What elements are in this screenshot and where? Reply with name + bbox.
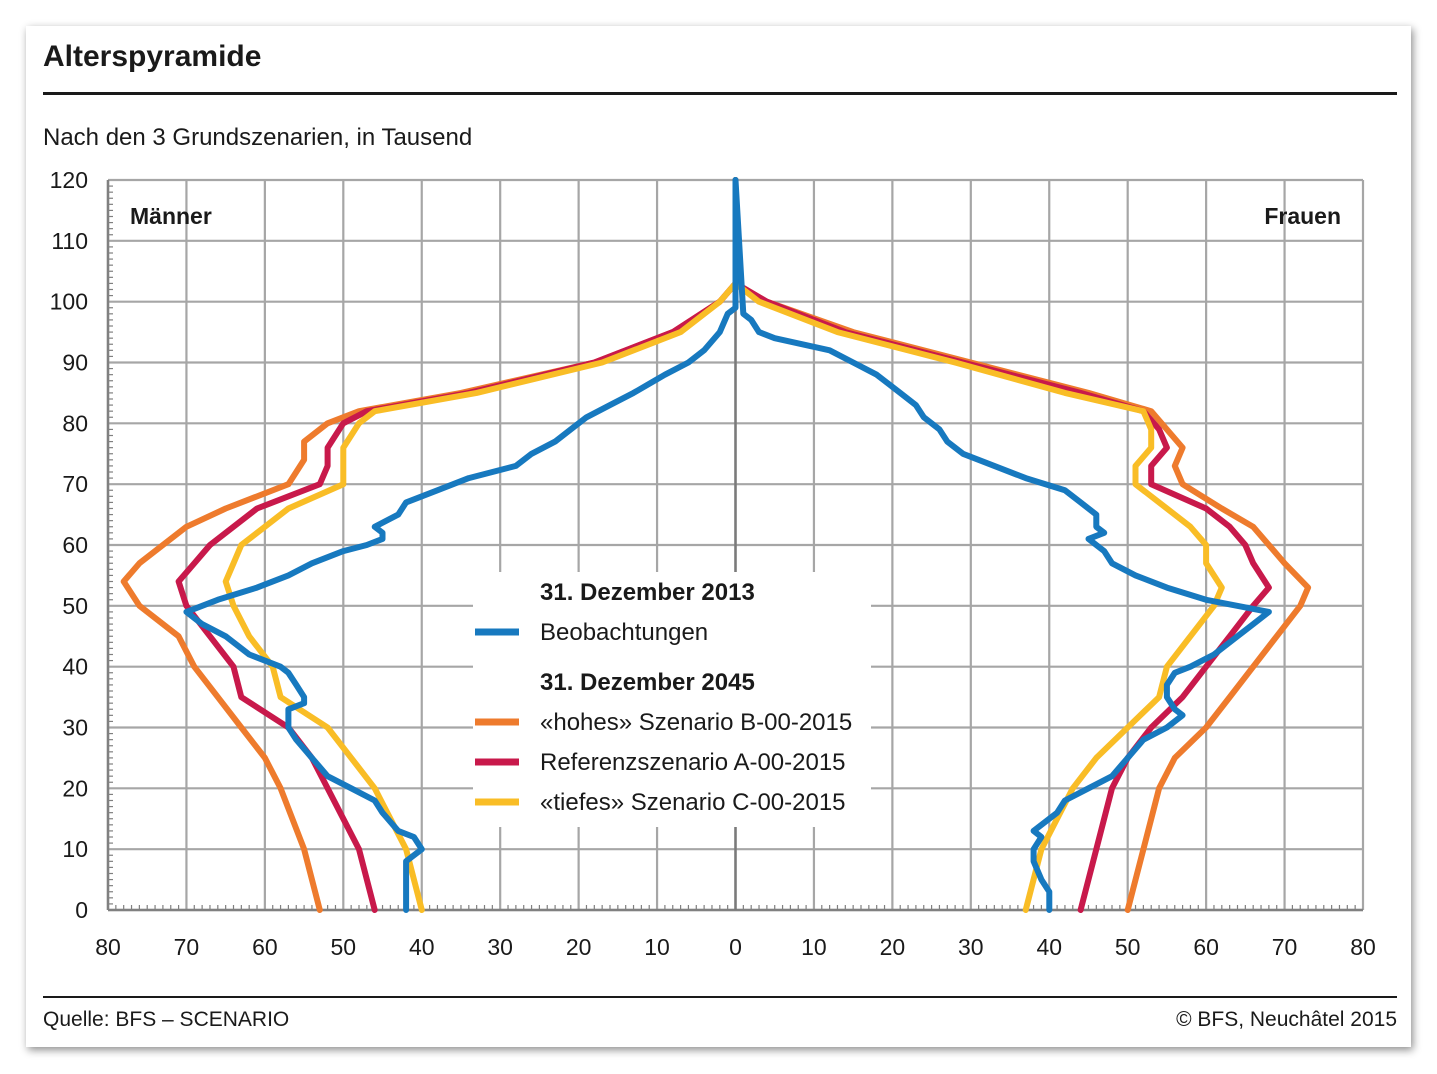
- y-tick-label: 70: [62, 471, 88, 497]
- legend-label-obs: Beobachtungen: [540, 619, 708, 646]
- x-tick-label: 70: [1272, 934, 1298, 960]
- footer-rule: [43, 996, 1397, 998]
- source-note: Quelle: BFS – SCENARIO: [43, 1008, 290, 1031]
- y-tick-label: 80: [62, 410, 88, 436]
- chart-subtitle: Nach den 3 Grundszenarien, in Tausend: [43, 124, 473, 151]
- legend-label-ref: Referenzszenario A-00-2015: [540, 749, 846, 776]
- series-line-obs-women: [732, 177, 1272, 913]
- series-line-low-men: [222, 177, 739, 913]
- side-label-men: Männer: [130, 203, 212, 229]
- legend-heading: 31. Dezember 2013: [540, 579, 755, 606]
- legend-heading: 31. Dezember 2045: [540, 669, 755, 696]
- legend-label-high: «hohes» Szenario B-00-2015: [540, 709, 852, 736]
- x-tick-label: 80: [95, 934, 121, 960]
- x-tick-label: 40: [409, 934, 435, 960]
- y-tick-label: 120: [50, 167, 88, 193]
- y-tick-label: 40: [62, 654, 88, 680]
- y-tick-label: 30: [62, 715, 88, 741]
- x-tick-label: 10: [801, 934, 827, 960]
- x-tick-label: 30: [958, 934, 984, 960]
- side-label-women: Frauen: [1264, 203, 1341, 229]
- y-tick-label: 90: [62, 350, 88, 376]
- x-tick-label: 0: [729, 934, 742, 960]
- legend-box: [473, 572, 871, 827]
- x-tick-label: 60: [1193, 934, 1219, 960]
- y-tick-label: 110: [51, 228, 88, 254]
- series-line-obs-men: [183, 177, 739, 913]
- y-tick-label: 20: [62, 775, 88, 801]
- chart-title: Alterspyramide: [43, 40, 262, 73]
- y-tick-label: 10: [62, 836, 88, 862]
- x-tick-label: 80: [1350, 934, 1376, 960]
- y-tick-label: 100: [50, 289, 88, 315]
- y-tick-label: 0: [75, 897, 88, 923]
- x-tick-label: 10: [644, 934, 670, 960]
- x-tick-label: 20: [566, 934, 592, 960]
- x-tick-label: 70: [174, 934, 200, 960]
- legend-label-low: «tiefes» Szenario C-00-2015: [540, 789, 846, 816]
- title-rule: [43, 92, 1397, 95]
- x-tick-label: 50: [1115, 934, 1141, 960]
- y-tick-label: 60: [62, 532, 88, 558]
- x-tick-label: 60: [252, 934, 278, 960]
- x-tick-label: 20: [880, 934, 906, 960]
- copyright-note: © BFS, Neuchâtel 2015: [1176, 1008, 1397, 1031]
- x-tick-label: 30: [487, 934, 513, 960]
- y-tick-label: 50: [62, 593, 88, 619]
- x-tick-label: 50: [331, 934, 357, 960]
- series-line-low-women: [732, 177, 1225, 913]
- x-tick-label: 40: [1036, 934, 1062, 960]
